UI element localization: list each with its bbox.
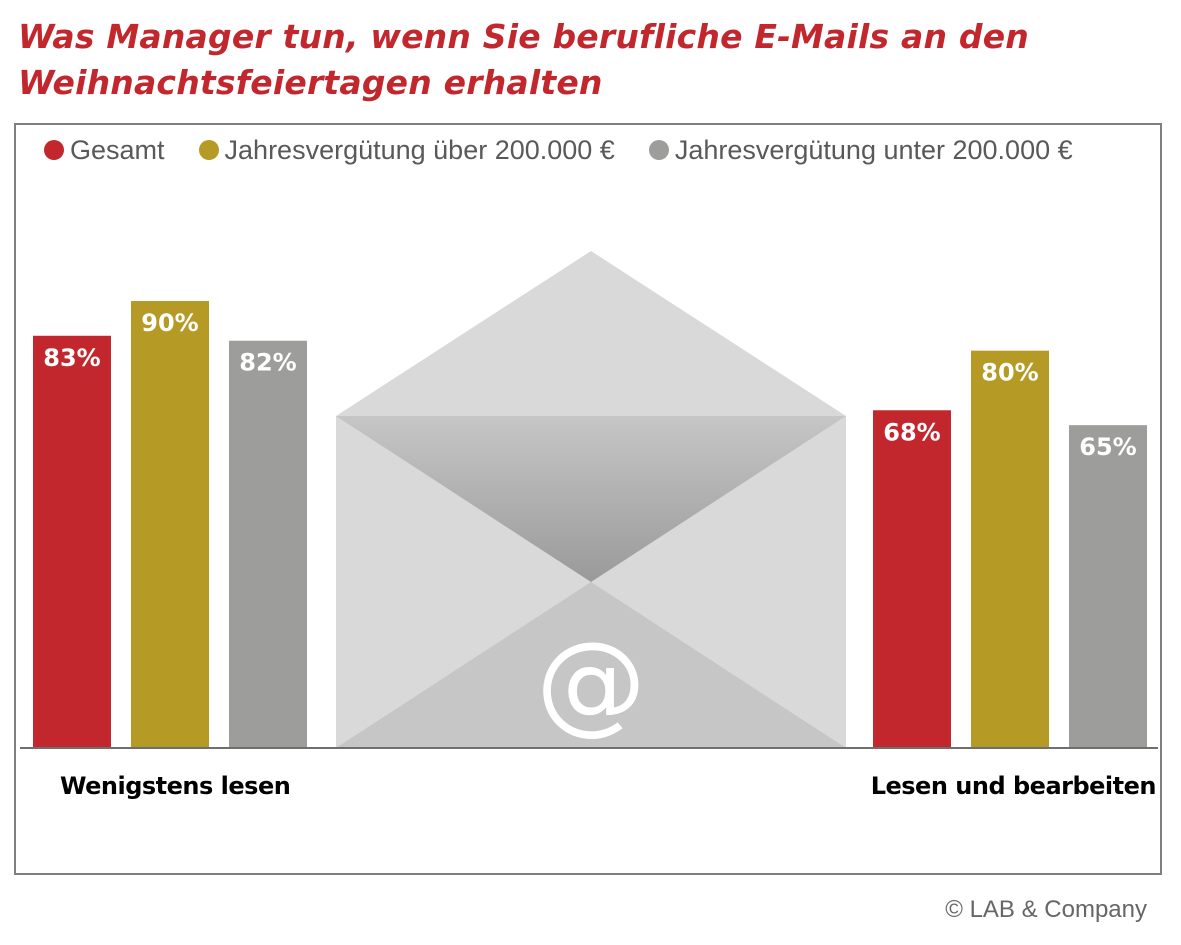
bar-wenigstens-lesen-series-2 xyxy=(229,340,307,748)
legend-item-ueber: Jahresvergütung über 200.000 € xyxy=(198,134,615,166)
legend-marker-icon xyxy=(198,140,219,160)
envelope-flap xyxy=(336,251,846,416)
legend: Gesamt Jahresvergütung über 200.000 € Ja… xyxy=(44,132,1073,168)
data-label: 68% xyxy=(883,418,940,446)
bars: 83% 90% 82% 68% 80% 65% xyxy=(33,301,1147,748)
at-symbol-icon: @ xyxy=(536,618,646,746)
legend-label: Jahresvergütung unter 200.000 € xyxy=(674,134,1073,165)
data-label: 83% xyxy=(43,344,100,372)
category-label-lesen-und-bearbeiten: Lesen und bearbeiten xyxy=(870,772,1157,800)
bar-lesen-und-bearbeiten-series-1 xyxy=(971,350,1049,748)
legend-marker-icon xyxy=(44,140,64,160)
legend-label: Jahresvergütung über 200.000 € xyxy=(224,134,615,165)
legend-marker-icon xyxy=(648,140,669,160)
envelope-icon: @ xyxy=(336,251,846,748)
envelope-front xyxy=(336,582,846,748)
bar-lesen-und-bearbeiten-series-0 xyxy=(873,410,951,748)
category-label-wenigstens-lesen: Wenigstens lesen xyxy=(60,772,291,800)
data-label: 82% xyxy=(239,349,296,377)
bar-wenigstens-lesen-series-0 xyxy=(33,335,111,748)
legend-item-unter: Jahresvergütung unter 200.000 € xyxy=(648,134,1073,166)
data-label: 80% xyxy=(981,359,1038,387)
data-label: 90% xyxy=(141,309,198,337)
chart-title: Was Manager tun, wenn Sie berufliche E-M… xyxy=(18,17,1029,102)
envelope-inner xyxy=(336,416,846,582)
data-label: 65% xyxy=(1079,433,1136,461)
legend-label: Gesamt xyxy=(70,134,165,165)
chart-frame xyxy=(14,123,1162,875)
copyright: © LAB & Company xyxy=(945,896,1147,923)
bar-lesen-und-bearbeiten-series-2 xyxy=(1069,425,1147,748)
bar-wenigstens-lesen-series-1 xyxy=(131,301,209,748)
legend-item-gesamt: Gesamt xyxy=(44,135,165,166)
